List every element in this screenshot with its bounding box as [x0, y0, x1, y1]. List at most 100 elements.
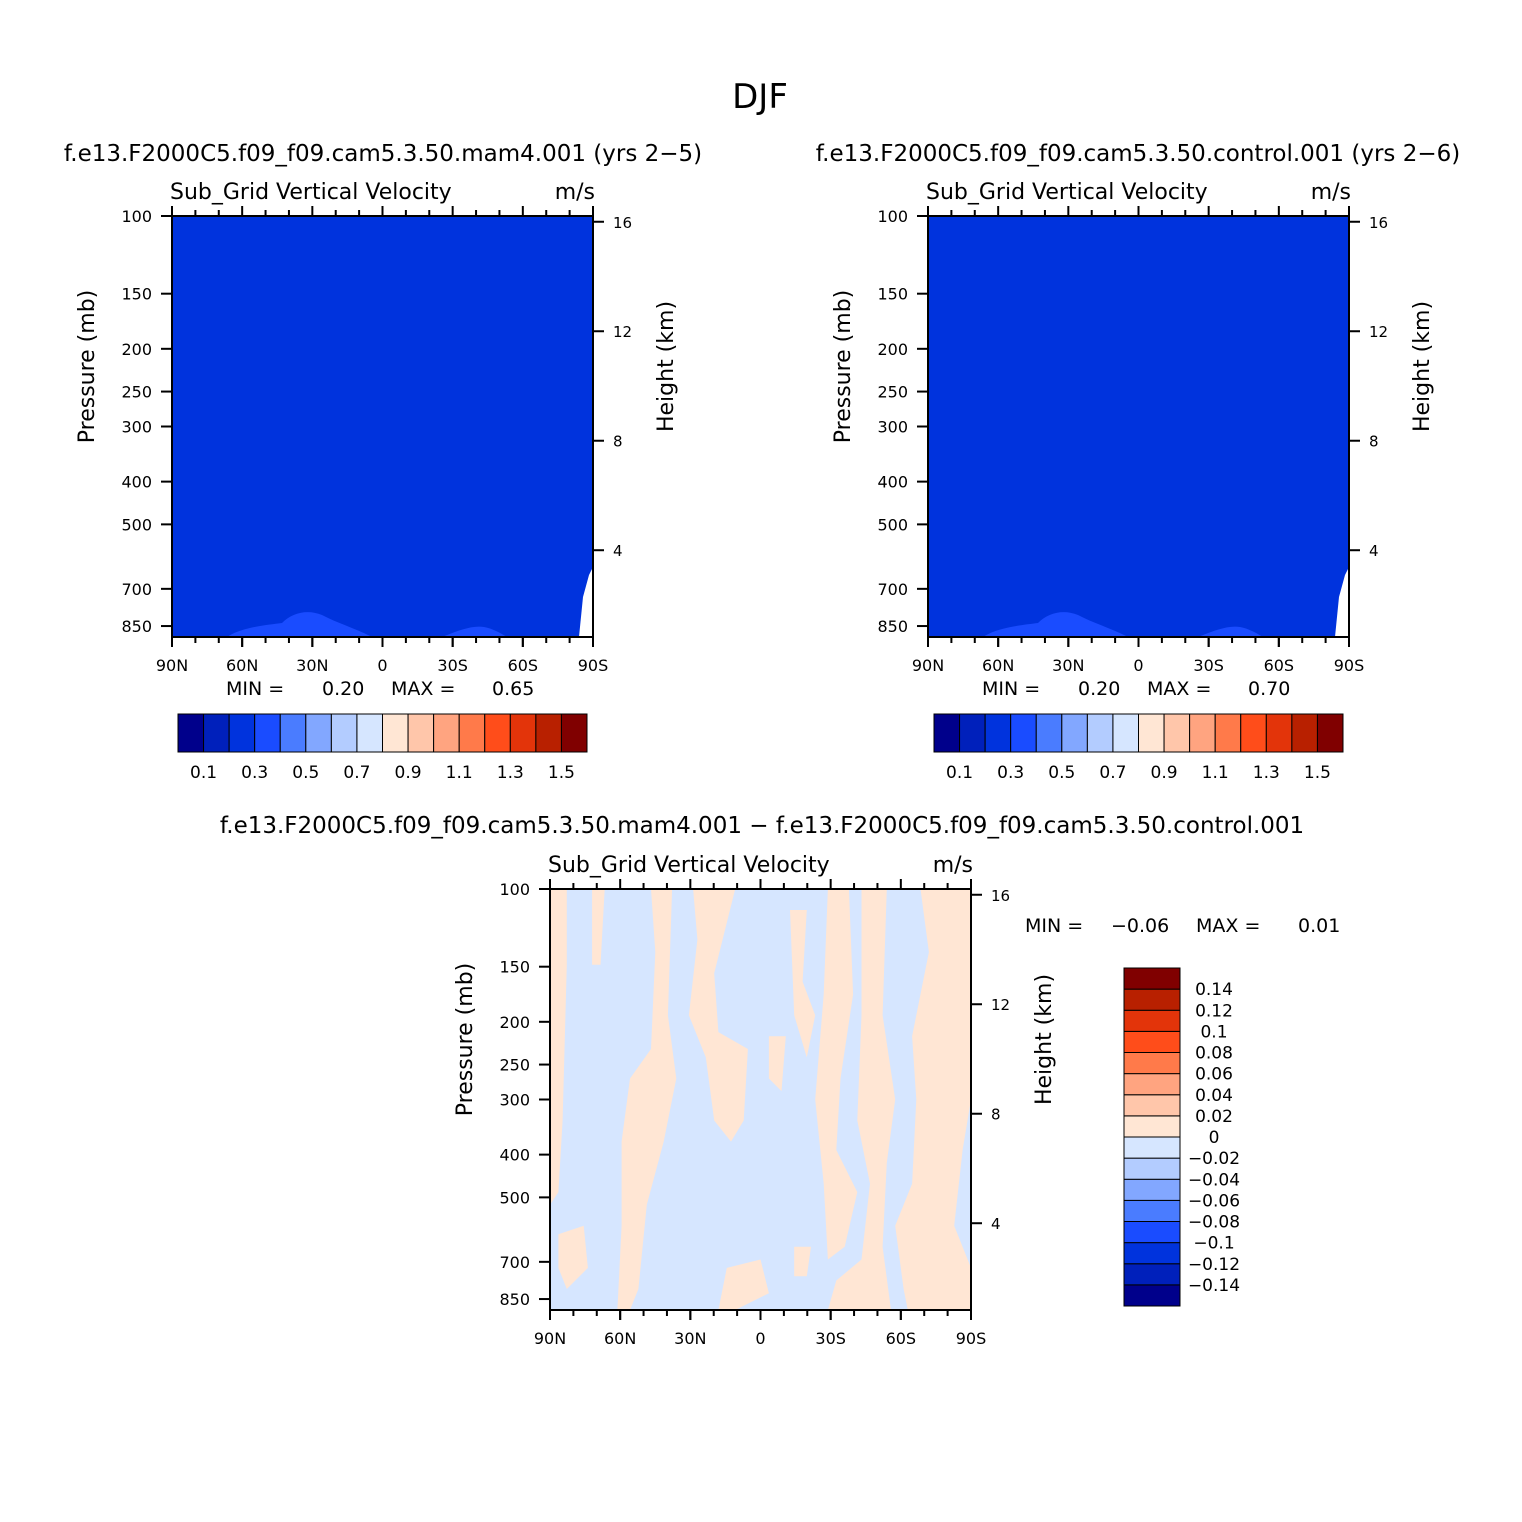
panel2-lat-tick-label: 90N — [912, 656, 944, 675]
cbar2-label: 0.7 — [1099, 763, 1126, 783]
cbar1-swatch — [433, 713, 460, 753]
panel3-min-value: −0.06 — [1111, 915, 1169, 937]
cbar2-label: 1.5 — [1304, 763, 1331, 783]
panel3-height-axis-label: Height (km) — [1032, 974, 1057, 1105]
panel1-lat-tick-label: 90N — [156, 656, 188, 675]
panel1-case-title: f.e13.F2000C5.f09_f09.cam5.3.50.mam4.001… — [64, 141, 702, 167]
panel1-pressure-tick-label: 250 — [121, 383, 152, 402]
cbar1-swatch — [407, 713, 435, 753]
panel3-field-contour-8 — [815, 889, 858, 1260]
panel2-field-contour-nh — [983, 612, 1128, 637]
panel3-pressure-tick-label: 150 — [499, 958, 530, 977]
panel2-variable-title: Sub_Grid Vertical Velocity — [926, 180, 1208, 205]
panel1-height-tick-label: 16 — [613, 214, 632, 232]
cbar2-swatch — [959, 713, 986, 753]
cbar3-label: −0.14 — [1188, 1276, 1240, 1296]
panel3-lat-tick-label: 30S — [815, 1329, 846, 1348]
cbar1-swatch — [177, 713, 205, 753]
cbar3-swatch — [1123, 1284, 1181, 1307]
panel3-field-contour-11 — [558, 1225, 588, 1289]
panel2-lat-tick-label: 30N — [1052, 656, 1084, 675]
panel3-lat-tick-label: 90S — [956, 1329, 987, 1348]
cbar1-swatch — [382, 713, 409, 753]
panel1-field-contour-sh — [442, 626, 507, 637]
panel2-max-value: 0.70 — [1248, 678, 1290, 700]
panel2-field-contour-sh — [1198, 626, 1263, 637]
panel2-pressure-tick-label: 300 — [877, 418, 908, 437]
cbar2-swatch — [1189, 713, 1216, 753]
cbar1-label: 0.1 — [190, 763, 217, 783]
cbar1-swatch — [535, 713, 562, 753]
cbar3-label: −0.04 — [1188, 1170, 1240, 1190]
cbar3-swatch — [1123, 1094, 1181, 1117]
panel3-pressure-tick-label: 850 — [499, 1290, 530, 1309]
panel1-field-base — [172, 216, 593, 637]
cbar2-swatch — [1214, 713, 1242, 753]
panel3-height-tick-label: 4 — [991, 1215, 1001, 1233]
cbar2-label: 1.3 — [1253, 763, 1280, 783]
panel1-min-value: 0.20 — [322, 678, 364, 700]
cbar2-swatch — [1163, 713, 1191, 753]
panel2-pressure-tick-label: 850 — [877, 617, 908, 636]
cbar1-label: 1.1 — [446, 763, 473, 783]
cbar2-label: 0.9 — [1151, 763, 1178, 783]
cbar1-label: 1.5 — [548, 763, 575, 783]
main-title: DJF — [732, 77, 788, 117]
cbar3-swatch — [1123, 1009, 1181, 1032]
cbar3-swatch — [1123, 967, 1181, 990]
panel3-pressure-tick-label: 400 — [499, 1146, 530, 1165]
cbar1-swatch — [228, 713, 256, 753]
panel2-lat-tick-label: 60S — [1264, 656, 1295, 675]
cbar1-label: 0.7 — [343, 763, 370, 783]
panel1-units: m/s — [555, 180, 595, 205]
cbar3-label: −0.06 — [1188, 1191, 1240, 1211]
cbar3-swatch — [1123, 1178, 1181, 1201]
cbar1-swatch — [484, 713, 511, 753]
panel3-min-label: MIN = — [1025, 915, 1083, 937]
panel1-lat-tick-label: 0 — [377, 656, 387, 675]
panel1-pressure-tick-label: 100 — [121, 207, 152, 226]
cbar1-swatch — [330, 713, 358, 753]
panel3-height-tick-label: 8 — [991, 1106, 1001, 1124]
panel3-variable-title: Sub_Grid Vertical Velocity — [548, 853, 830, 878]
cbar1-label: 0.3 — [241, 763, 268, 783]
panel2-pressure-tick-label: 250 — [877, 383, 908, 402]
cbar2-swatch — [1061, 713, 1088, 753]
cbar3-label: −0.02 — [1188, 1149, 1240, 1169]
cbar3-swatch — [1123, 1157, 1181, 1180]
panel2-max-label: MAX = — [1147, 678, 1211, 700]
cbar3-label: −0.08 — [1188, 1213, 1240, 1233]
panel1-field-missing — [579, 567, 593, 637]
panel1-lat-tick-label: 60S — [508, 656, 539, 675]
panel3-lat-tick-label: 60N — [604, 1329, 636, 1348]
panel2-field-base — [928, 216, 1349, 637]
panel2-pressure-tick-label: 500 — [877, 515, 908, 534]
panel2-pressure-axis-label: Pressure (mb) — [831, 290, 856, 444]
panel1-pressure-tick-label: 850 — [121, 617, 152, 636]
panel2-units: m/s — [1311, 180, 1351, 205]
cbar3-swatch — [1123, 1136, 1181, 1159]
panel2-min-value: 0.20 — [1078, 678, 1120, 700]
panel2-pressure-tick-label: 100 — [877, 207, 908, 226]
cbar3-label: 0 — [1209, 1128, 1220, 1148]
cbar1-swatch — [356, 713, 383, 753]
cbar1-swatch — [279, 713, 307, 753]
panel1-pressure-tick-label: 700 — [121, 580, 152, 599]
cbar2-swatch — [1291, 713, 1318, 753]
panel1-variable-title: Sub_Grid Vertical Velocity — [170, 180, 452, 205]
panel3-field-contour-9 — [827, 889, 896, 1310]
panel3-height-tick-label: 16 — [991, 887, 1010, 905]
panel1-min-label: MIN = — [226, 678, 284, 700]
panel3-lat-tick-label: 0 — [755, 1329, 765, 1348]
cbar1-swatch — [560, 713, 588, 753]
panel2-height-axis-label: Height (km) — [1410, 301, 1435, 432]
panel1-max-value: 0.65 — [492, 678, 534, 700]
cbar2-swatch — [984, 713, 1012, 753]
panel1-lat-tick-label: 30N — [296, 656, 328, 675]
cbar2-swatch — [1112, 713, 1139, 753]
panel3-case-title: f.e13.F2000C5.f09_f09.cam5.3.50.mam4.001… — [220, 813, 1304, 839]
cbar2-swatch — [1086, 713, 1114, 753]
cbar2-label: 0.1 — [946, 763, 973, 783]
cbar3-label: 0.04 — [1195, 1086, 1233, 1106]
cbar3-label: 0.08 — [1195, 1044, 1233, 1064]
